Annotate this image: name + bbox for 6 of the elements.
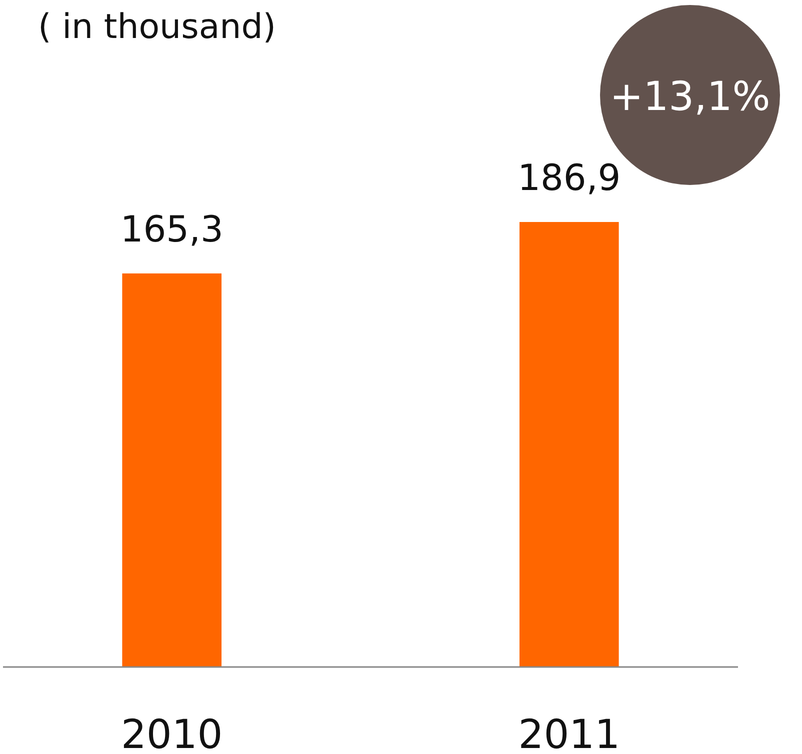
chart-title: ( in thousand) — [38, 7, 276, 47]
data-label: 165,3 — [120, 209, 224, 250]
x-tick-label: 2011 — [518, 712, 620, 754]
x-tick-label: 2010 — [120, 712, 223, 754]
text: +13,1% — [610, 74, 770, 120]
data-label: 186,9 — [518, 158, 621, 199]
